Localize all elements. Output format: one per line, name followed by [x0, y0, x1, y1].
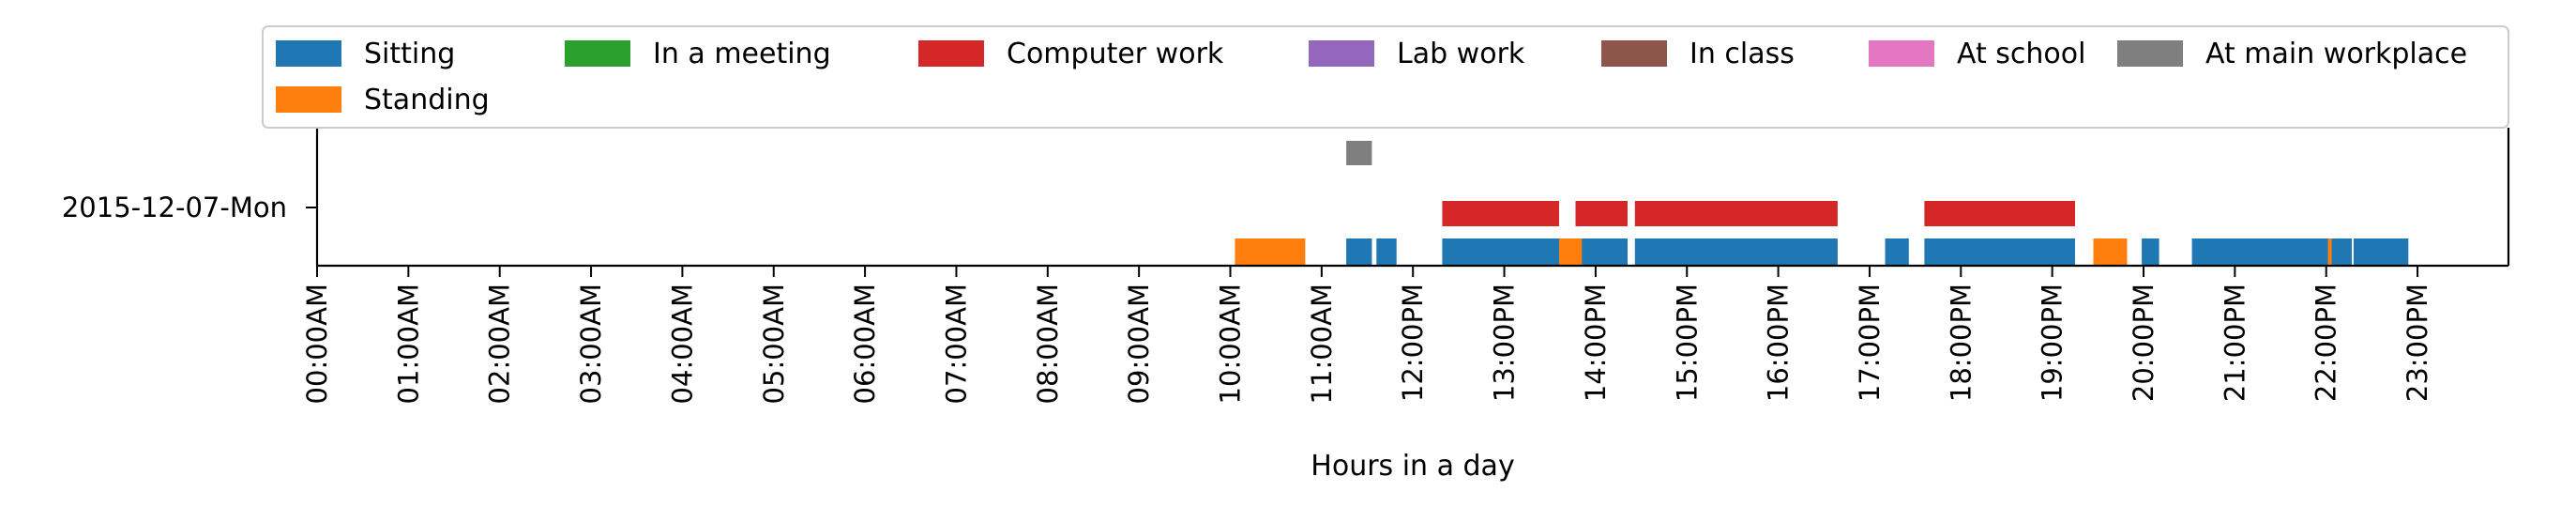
legend-swatch — [2117, 40, 2183, 67]
chart-marks — [1235, 141, 2409, 266]
x-tick-label: 20:00PM — [2128, 284, 2159, 402]
interval-bar — [1924, 201, 2075, 226]
interval-bar — [1559, 238, 1583, 266]
interval-bar — [2093, 238, 2128, 266]
interval-bar — [1575, 201, 1628, 226]
x-tick-label: 14:00PM — [1580, 284, 1612, 402]
legend-label: Standing — [364, 84, 490, 116]
x-tick-label: 03:00AM — [575, 284, 607, 404]
interval-bar — [1346, 238, 1372, 266]
x-tick-label: 21:00PM — [2219, 284, 2250, 402]
interval-bar — [1575, 238, 1628, 266]
interval-bar — [1235, 238, 1306, 266]
interval-bar — [2191, 238, 2352, 266]
interval-bar — [1924, 238, 2075, 266]
legend-label: Computer work — [1007, 38, 1224, 70]
legend-label: Sitting — [364, 38, 455, 70]
interval-bar — [1634, 238, 1838, 266]
legend-swatch — [276, 40, 341, 67]
interval-bar — [1346, 141, 1372, 165]
interval-bar — [2142, 238, 2159, 266]
x-tick-label: 11:00AM — [1306, 284, 1338, 404]
x-tick-label: 12:00PM — [1397, 284, 1429, 402]
x-tick-label: 08:00AM — [1032, 284, 1064, 404]
x-tick-label: 04:00AM — [666, 284, 698, 404]
x-tick-label: 05:00AM — [758, 284, 790, 404]
x-tick-label: 10:00AM — [1215, 284, 1247, 404]
x-tick-label: 00:00AM — [301, 284, 333, 404]
x-axis-label: Hours in a day — [1311, 450, 1514, 483]
interval-bar — [1885, 238, 1909, 266]
x-tick-label: 09:00AM — [1123, 284, 1155, 404]
x-tick-label: 18:00PM — [1945, 284, 1977, 402]
legend-frame — [262, 25, 2509, 129]
y-tick-label: 2015-12-07-Mon — [62, 192, 287, 223]
legend-swatch — [1869, 40, 1934, 67]
interval-bar — [1442, 201, 1559, 226]
x-tick-label: 15:00PM — [1671, 284, 1703, 402]
x-tick-label: 01:00AM — [392, 284, 424, 404]
x-tick-label: 16:00PM — [1763, 284, 1795, 402]
legend-swatch — [1309, 40, 1374, 67]
x-tick-label: 23:00PM — [2402, 284, 2433, 402]
x-tick-label: 02:00AM — [484, 284, 516, 404]
legend-label: In class — [1690, 38, 1795, 70]
interval-bar — [1376, 238, 1397, 266]
x-ticks: 00:00AM 01:00AM 02:00AM 03:00AM 04:00AM 05:00… — [301, 266, 2433, 404]
x-tick-label: 13:00PM — [1489, 284, 1521, 402]
legend-swatch — [565, 40, 630, 67]
legend-swatch — [1601, 40, 1667, 67]
x-tick-label: 17:00PM — [1854, 284, 1886, 402]
interval-bar — [2353, 238, 2409, 266]
x-tick-label: 06:00AM — [849, 284, 881, 404]
legend: Sitting Standing In a meeting Computer work… — [262, 25, 2509, 129]
legend-label: Lab work — [1397, 38, 1525, 70]
legend-label: At school — [1957, 38, 2085, 70]
legend-label: At main workplace — [2205, 38, 2467, 70]
interval-bar — [1634, 201, 1838, 226]
interval-bar — [1442, 238, 1559, 266]
legend-swatch — [918, 40, 984, 67]
legend-label: In a meeting — [653, 38, 831, 70]
x-tick-label: 07:00AM — [940, 284, 972, 404]
x-tick-label: 19:00PM — [2037, 284, 2068, 402]
interval-bar — [2327, 238, 2332, 266]
x-tick-label: 22:00PM — [2311, 284, 2342, 402]
legend-swatch — [276, 86, 341, 113]
